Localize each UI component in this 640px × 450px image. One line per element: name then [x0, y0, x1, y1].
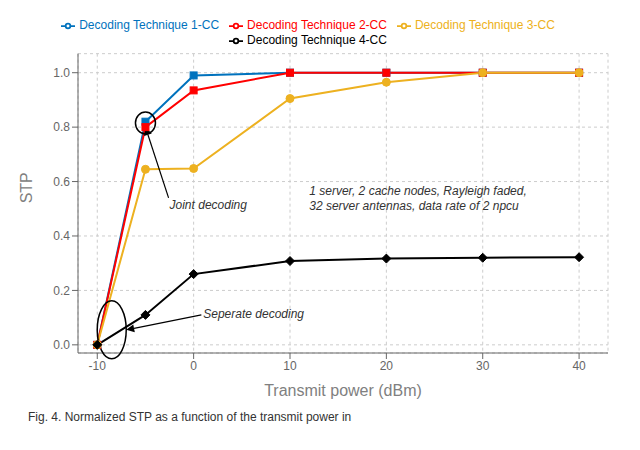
svg-text:40: 40 [572, 359, 586, 373]
svg-text:0.6: 0.6 [53, 175, 70, 189]
svg-text:20: 20 [380, 359, 394, 373]
html-text:Decoding Technique 4-CC: Decoding Technique 4-CC [247, 32, 387, 47]
svg-text:1.0: 1.0 [53, 66, 70, 80]
svg-text:0.2: 0.2 [53, 284, 70, 298]
svg-text:Transmit power (dBm): Transmit power (dBm) [264, 382, 422, 399]
html-text:Decoding Technique 2-CC: Decoding Technique 2-CC [247, 18, 387, 32]
html-text:Decoding Technique 3-CC: Decoding Technique 3-CC [414, 18, 555, 32]
svg-text:-10: -10 [89, 359, 107, 373]
svg-text:0.0: 0.0 [53, 338, 70, 352]
svg-text:10: 10 [283, 359, 297, 373]
html-text:Decoding Technique 1-CC: Decoding Technique 1-CC [79, 18, 220, 32]
svg-text:Seperate decoding: Seperate decoding [203, 307, 304, 321]
html-text:Fig. 4. Normalized STP as a fu: Fig. 4. Normalized STP as a function of … [28, 410, 352, 424]
svg-text:1 server, 2 cache nodes, Rayle: 1 server, 2 cache nodes, Rayleigh faded,… [309, 184, 526, 213]
svg-text:30: 30 [476, 359, 490, 373]
svg-text:0: 0 [190, 359, 197, 373]
svg-text:0.4: 0.4 [53, 229, 70, 243]
svg-text:Joint decoding: Joint decoding [169, 198, 248, 212]
svg-text:0.8: 0.8 [53, 120, 70, 134]
svg-text:STP: STP [18, 172, 35, 203]
